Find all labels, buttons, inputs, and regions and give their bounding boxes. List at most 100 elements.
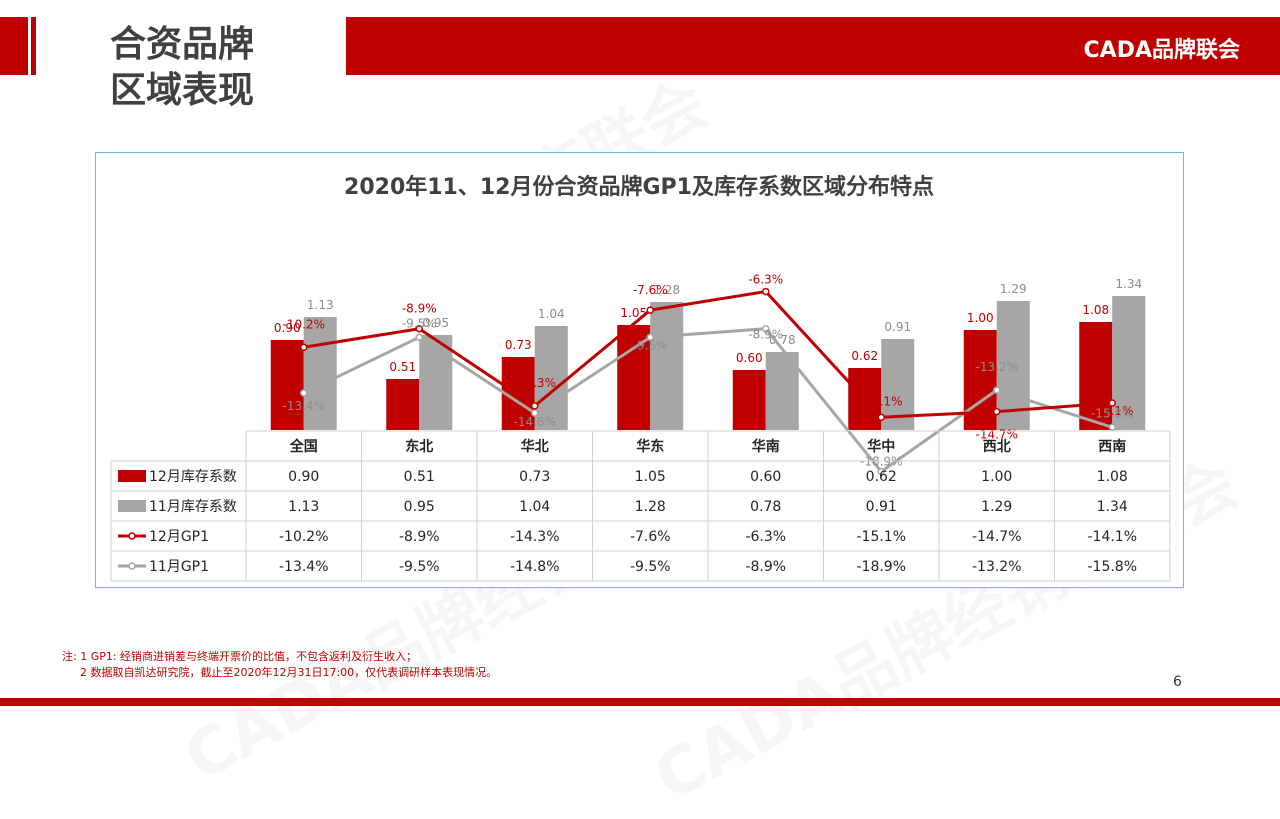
table-cell: 0.95 <box>404 499 435 515</box>
chart-title: 2020年11、12月份合资品牌GP1及库存系数区域分布特点 <box>344 174 934 200</box>
category-label: 全国 <box>289 438 318 455</box>
line-12m-label: -8.9% <box>402 302 437 316</box>
line-12m-gp1-point <box>646 306 654 314</box>
bar-12m-inventory <box>963 330 997 430</box>
line-12m-label: -10.2% <box>283 317 325 331</box>
category-label: 华东 <box>636 438 664 455</box>
bar-11m-inventory <box>650 302 684 430</box>
line-11m-gp1-point <box>300 389 308 397</box>
legend-key-bar <box>118 500 146 512</box>
bar-11m-label: 0.95 <box>422 316 449 330</box>
table-cell: 0.90 <box>288 469 319 485</box>
category-label: 西南 <box>1098 438 1126 455</box>
table-cell: -13.2% <box>972 559 1022 575</box>
table-cell: 1.28 <box>635 499 666 515</box>
bar-12m-label: 1.00 <box>967 311 994 325</box>
bar-12m-label: 0.62 <box>851 349 878 363</box>
legend-label: 11月库存系数 <box>149 499 237 515</box>
bar-11m-inventory <box>303 317 337 430</box>
table-cell: -14.7% <box>972 529 1022 545</box>
bar-12m-label: 0.60 <box>736 351 763 365</box>
brand-label: CADA品牌联会 <box>1083 38 1240 63</box>
bar-11m-label: 0.78 <box>769 333 796 347</box>
chart-container: 2020年11、12月份合资品牌GP1及库存系数区域分布特点 0.90 1.13 0.… <box>95 152 1184 588</box>
table-cell: 1.34 <box>1097 499 1128 515</box>
category-label: 东北 <box>405 438 433 455</box>
line-11m-gp1-point <box>415 333 423 342</box>
table-cell: 0.62 <box>866 469 897 485</box>
line-12m-gp1 <box>303 290 1113 419</box>
bar-11m-label: 1.28 <box>653 283 680 297</box>
left-accent-bar <box>0 17 28 75</box>
line-12m-gp1-point <box>993 407 1001 416</box>
bar-12m-label: 1.08 <box>1082 303 1109 317</box>
table-cell: -14.1% <box>1087 529 1137 545</box>
left-accent-stripe <box>31 17 36 75</box>
table-cell: -15.8% <box>1087 559 1137 575</box>
bar-11m-label: 1.29 <box>1000 282 1027 296</box>
line-11m-gp1-point <box>877 467 885 476</box>
table-cell: 1.08 <box>1097 469 1128 485</box>
legend-label: 12月库存系数 <box>149 469 237 485</box>
line-12m-gp1-point <box>300 343 308 352</box>
bar-12m-label: 0.73 <box>505 338 532 352</box>
line-12m-label: -15.1% <box>860 394 902 408</box>
line-11m-gp1-point <box>531 409 539 417</box>
table-cell: -14.8% <box>510 559 560 575</box>
bar-11m-inventory <box>419 335 453 430</box>
footnote-line1: 注: 1 GP1: 经销商进销差与终端开票价的比值，不包含返利及衍生收入； <box>62 650 418 663</box>
bar-12m-inventory <box>1079 322 1113 430</box>
bar-11m-inventory <box>534 326 568 430</box>
bar-11m-label: 1.34 <box>1115 277 1142 291</box>
table-cell: 0.78 <box>750 499 781 515</box>
line-12m-gp1-point <box>762 287 770 296</box>
line-11m-gp1-point <box>1108 423 1116 432</box>
category-label: 华南 <box>752 438 780 455</box>
table-cell: 1.05 <box>635 469 666 485</box>
line-12m-gp1-point <box>415 324 423 333</box>
line-11m-label: -15.8% <box>1091 406 1133 420</box>
legend-label: 11月GP1 <box>149 559 209 575</box>
table-cell: -6.3% <box>745 529 786 545</box>
page-title: 合资品牌 区域表现 <box>110 22 340 114</box>
table-cell: 0.73 <box>519 469 550 485</box>
page-title-line1: 合资品牌 <box>110 24 255 65</box>
table-cell: 1.13 <box>288 499 319 515</box>
bar-12m-inventory <box>732 370 766 430</box>
bar-11m-label: 0.91 <box>884 320 911 334</box>
table-cell: 0.91 <box>866 499 897 515</box>
table-cell: 0.51 <box>404 469 435 485</box>
line-12m-label: -7.6% <box>633 283 668 297</box>
bar-11m-label: 1.04 <box>538 307 565 321</box>
line-11m-gp1-point <box>762 324 770 333</box>
bottom-accent-bar <box>0 698 1280 706</box>
table-cell: -18.9% <box>856 559 906 575</box>
legend-key-marker <box>128 562 136 570</box>
table-cell: -10.2% <box>279 529 329 545</box>
table-cell: -9.5% <box>399 559 440 575</box>
bar-12m-label: 0.51 <box>389 360 416 374</box>
line-11m-label: -14.8% <box>514 415 556 429</box>
bar-11m-label: 1.13 <box>307 298 334 312</box>
table-cell: 1.04 <box>519 499 550 515</box>
table-cell: -15.1% <box>856 529 906 545</box>
line-11m-label: -18.9% <box>860 455 902 469</box>
category-label: 华中 <box>867 438 895 455</box>
footnote: 注: 1 GP1: 经销商进销差与终端开票价的比值，不包含返利及衍生收入； 2 … <box>62 649 497 681</box>
table-cell: 1.00 <box>981 469 1012 485</box>
legend-key-bar <box>118 470 146 482</box>
line-12m-label: -6.3% <box>748 273 783 287</box>
line-11m-label: -9.5% <box>402 316 437 330</box>
bar-12m-inventory <box>386 379 420 430</box>
table-cell: 1.29 <box>981 499 1012 515</box>
table-cell: -14.3% <box>510 529 560 545</box>
line-11m-label: -9.5% <box>633 338 668 352</box>
page-number: 6 <box>1173 674 1182 690</box>
line-11m-gp1-point <box>993 386 1001 394</box>
line-12m-gp1-point <box>1108 399 1116 407</box>
bar-12m-label: 0.90 <box>274 321 301 335</box>
table-cell: -8.9% <box>745 559 786 575</box>
table-cell: -7.6% <box>630 529 671 545</box>
category-label: 华北 <box>521 438 549 455</box>
bar-12m-inventory <box>270 340 304 430</box>
